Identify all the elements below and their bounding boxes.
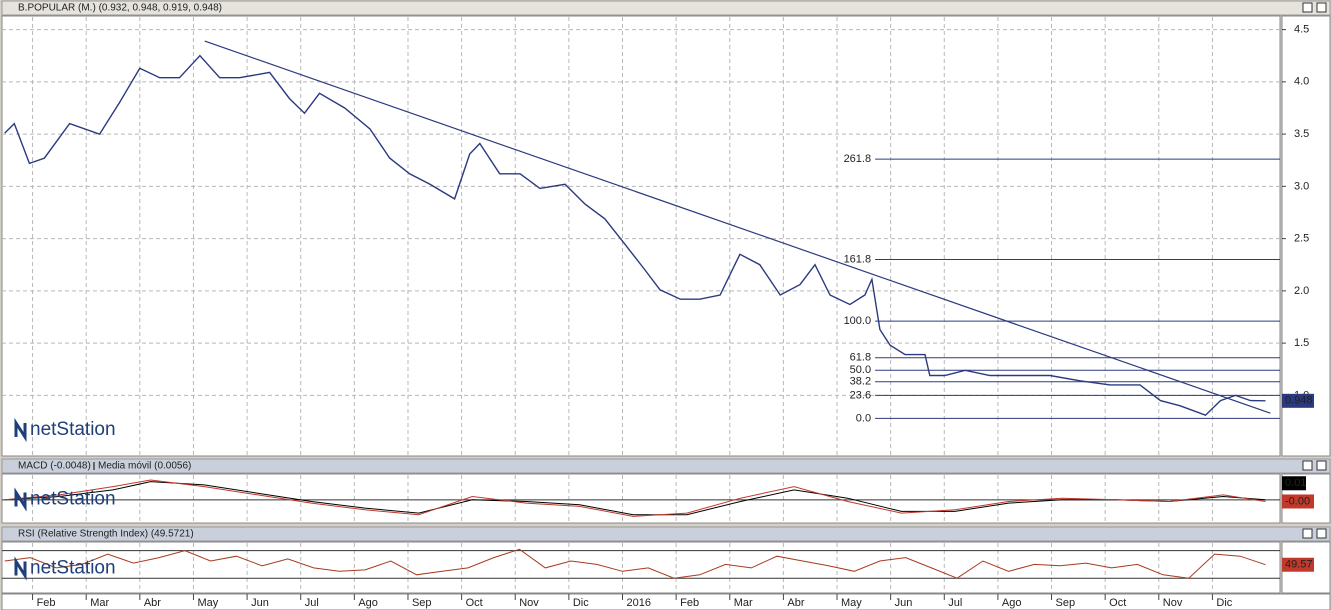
x-tick-label: May: [197, 597, 218, 609]
maximize-button[interactable]: [1302, 2, 1313, 13]
watermark: netStation: [30, 419, 116, 440]
panel-layer: 1.01.52.02.53.03.54.04.5261.8161.8100.06…: [2, 17, 1314, 455]
fibonacci-label: 23.6: [850, 389, 871, 401]
close-button[interactable]: [1316, 2, 1327, 13]
x-tick-label: Jun: [251, 597, 269, 609]
x-tick-label: Sep: [412, 597, 432, 609]
logo-icon: [14, 417, 27, 443]
x-tick-label: Jun: [895, 597, 913, 609]
window-buttons[interactable]: [1302, 2, 1327, 539]
watermark: netStation: [30, 489, 116, 510]
x-tick-label: Abr: [144, 597, 161, 609]
close-button[interactable]: [1316, 528, 1327, 539]
current-value-label: 49.57: [1285, 559, 1313, 571]
fibonacci-label: 50.0: [850, 364, 871, 376]
x-tick-label: Mar: [90, 597, 109, 609]
x-tick-label: Jul: [305, 597, 319, 609]
series-line: [4, 54, 1266, 417]
current-value-box: [1282, 393, 1314, 408]
x-tick-label: Jul: [948, 597, 962, 609]
x-tick-label: Nov: [1163, 597, 1183, 609]
y-tick-label: 2.5: [1294, 233, 1309, 245]
fibonacci-label: 0.0: [856, 412, 871, 424]
series-line: [4, 479, 1266, 517]
watermark: netStation: [30, 558, 116, 579]
y-tick-label: 4.5: [1294, 23, 1309, 35]
trend-line: [204, 40, 1271, 414]
x-tick-label: Dic: [1216, 597, 1232, 609]
maximize-button[interactable]: [1302, 460, 1313, 471]
fibonacci-label: 261.8: [844, 153, 872, 165]
logo-icon: [14, 556, 27, 581]
x-tick-label: Sep: [1056, 597, 1076, 609]
close-button[interactable]: [1316, 460, 1327, 471]
series-line: [4, 481, 1266, 516]
x-tick-label: Oct: [466, 597, 483, 609]
y-tick-label: 4.0: [1294, 76, 1309, 88]
series-line: [4, 548, 1266, 579]
x-tick-label: Feb: [680, 597, 699, 609]
x-tick-label: May: [841, 597, 862, 609]
x-tick-label: Abr: [787, 597, 804, 609]
x-tick-label: Ago: [1002, 597, 1022, 609]
x-tick-label: Dic: [573, 597, 589, 609]
y-tick-box: [1282, 476, 1306, 491]
macd-title-bar: [1, 458, 1331, 474]
fibonacci-label: 61.8: [850, 352, 871, 364]
price-panel: [1, 15, 1281, 457]
legend-entry: Media móvil (0.0056): [98, 461, 191, 472]
panel-title: MACD (-0.0048): [18, 461, 91, 472]
y-tick-label: 3.5: [1294, 128, 1309, 140]
x-tick-label: Nov: [519, 597, 539, 609]
x-tick-label: Oct: [1109, 597, 1126, 609]
fibonacci-label: 38.2: [850, 376, 871, 388]
x-tick-label: 2016: [626, 597, 650, 609]
rsi-title-bar: [1, 526, 1331, 542]
chart-title: B.POPULAR (M.) (0.932, 0.948, 0.919, 0.9…: [18, 3, 222, 14]
x-tick-label: Ago: [358, 597, 378, 609]
price-axis: [1281, 15, 1331, 457]
x-tick-label: Feb: [37, 597, 56, 609]
fibonacci-label: 100.0: [844, 315, 872, 327]
panel-title: RSI (Relative Strength Index) (49.5721): [18, 529, 194, 540]
y-tick-label: 2.0: [1294, 285, 1309, 297]
current-value-label: -0.00: [1285, 495, 1310, 507]
x-tick-label: Mar: [734, 597, 753, 609]
current-value-label: 0.948: [1285, 395, 1313, 407]
y-tick-label: 1.5: [1294, 337, 1309, 349]
price-title-bar: [1, 0, 1331, 16]
maximize-button[interactable]: [1302, 528, 1313, 539]
current-value-box: [1282, 557, 1314, 572]
logo-icon: [14, 487, 27, 512]
current-value-box: [1282, 494, 1314, 509]
y-tick-label: 3.0: [1294, 180, 1309, 192]
fibonacci-label: 161.8: [844, 253, 872, 265]
y-tick-label: 0.01: [1285, 477, 1306, 489]
